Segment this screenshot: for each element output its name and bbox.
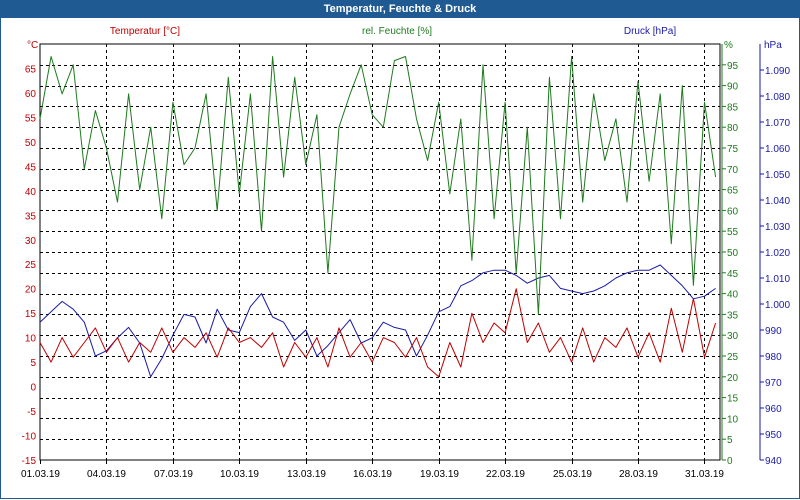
x-tick-label: 28.03.19 [619, 469, 658, 480]
temperature-tick-label: 55 [25, 113, 37, 124]
temperature-unit: °C [27, 40, 38, 51]
pressure-tick-label: 990 [765, 326, 782, 337]
temperature-tick-label: 35 [25, 211, 37, 222]
x-tick-label: 13.03.19 [287, 469, 326, 480]
pressure-tick-label: 1.050 [765, 170, 790, 181]
pressure-tick-label: 1.070 [765, 118, 790, 129]
series-line-temperature [39, 288, 717, 378]
x-tick-label: 01.03.19 [21, 469, 60, 480]
temperature-tick-label: 65 [25, 64, 37, 75]
pressure-axis-label: Druck [hPa] [624, 26, 676, 37]
pressure-tick-label: 1.060 [765, 144, 790, 155]
temperature-axis-label: Temperatur [°C] [110, 26, 180, 37]
humidity-tick-label: 15 [727, 394, 739, 405]
pressure-tick-label: 960 [765, 404, 782, 415]
pressure-tick-label: 1.030 [765, 222, 790, 233]
humidity-axis-label: rel. Feuchte [%] [362, 26, 432, 37]
x-tick-label: 31.03.19 [685, 469, 724, 480]
temperature-tick-label: 30 [25, 236, 37, 247]
humidity-tick-label: 45 [727, 269, 739, 280]
humidity-tick-label: 55 [727, 227, 739, 238]
temperature-tick-label: 5 [30, 358, 36, 369]
temperature-tick-label: 25 [25, 260, 37, 271]
series-line-pressure [39, 264, 716, 378]
humidity-unit: % [724, 40, 733, 51]
x-tick-label: 19.03.19 [420, 469, 459, 480]
pressure-tick-label: 950 [765, 430, 782, 441]
pressure-tick-label: 970 [765, 378, 782, 389]
humidity-tick-label: 35 [727, 310, 739, 321]
temperature-tick-label: 40 [25, 187, 37, 198]
humidity-tick-label: 65 [727, 186, 739, 197]
humidity-tick-label: 20 [727, 373, 739, 384]
temperature-tick-label: -15 [22, 456, 37, 467]
chart-title: Temperatur, Feuchte & Druck [0, 0, 800, 18]
pressure-tick-label: 1.090 [765, 66, 790, 77]
humidity-tick-label: 90 [727, 82, 739, 93]
x-tick-label: 04.03.19 [87, 469, 126, 480]
temperature-tick-label: -10 [22, 432, 37, 443]
pressure-unit: hPa [764, 40, 782, 51]
humidity-tick-label: 95 [727, 61, 739, 72]
pressure-tick-label: 980 [765, 352, 782, 363]
pressure-tick-label: 940 [765, 456, 782, 467]
humidity-tick-label: 80 [727, 123, 739, 134]
humidity-tick-label: 75 [727, 144, 739, 155]
pressure-tick-label: 1.080 [765, 92, 790, 103]
pressure-tick-label: 1.010 [765, 274, 790, 285]
temperature-tick-label: 15 [25, 309, 37, 320]
humidity-tick-label: 5 [727, 435, 733, 446]
humidity-tick-label: 40 [727, 290, 739, 301]
temperature-tick-label: 10 [25, 334, 37, 345]
temperature-tick-label: 45 [25, 162, 37, 173]
x-tick-label: 07.03.19 [154, 469, 193, 480]
humidity-tick-label: 25 [727, 352, 739, 363]
pressure-tick-label: 1.040 [765, 196, 790, 207]
humidity-tick-label: 70 [727, 165, 739, 176]
x-tick-label: 10.03.19 [220, 469, 259, 480]
series-line-humidity [39, 56, 717, 315]
temperature-tick-label: 20 [25, 285, 37, 296]
humidity-tick-label: 0 [727, 456, 733, 467]
humidity-tick-label: 30 [727, 331, 739, 342]
x-tick-label: 16.03.19 [353, 469, 392, 480]
pressure-tick-label: 1.000 [765, 300, 790, 311]
humidity-tick-label: 85 [727, 102, 739, 113]
humidity-tick-label: 60 [727, 206, 739, 217]
humidity-tick-label: 50 [727, 248, 739, 259]
humidity-tick-label: 10 [727, 414, 739, 425]
temperature-tick-label: -5 [27, 407, 36, 418]
x-tick-label: 22.03.19 [486, 469, 525, 480]
pressure-tick-label: 1.020 [765, 248, 790, 259]
temperature-tick-label: 50 [25, 138, 37, 149]
x-tick-label: 25.03.19 [553, 469, 592, 480]
temperature-tick-label: 0 [30, 383, 36, 394]
temperature-tick-label: 60 [25, 89, 37, 100]
